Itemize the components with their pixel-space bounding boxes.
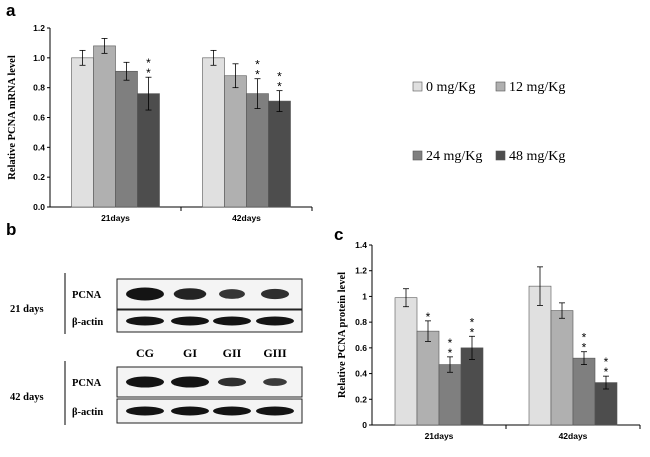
significance-mark: *	[255, 68, 260, 82]
y-tick-label: 0.6	[33, 113, 45, 123]
blot-band	[173, 288, 207, 300]
significance-mark: *	[146, 66, 151, 80]
blot-band	[219, 289, 245, 299]
category-label: 21days	[425, 431, 454, 441]
lane-label: CG	[136, 346, 154, 360]
blot-time-label: 21 days	[10, 304, 44, 315]
legend-label: 24 mg/Kg	[426, 149, 482, 164]
bar	[224, 75, 247, 208]
blot-row-label: β-actin	[72, 317, 103, 328]
significance-mark: *	[448, 346, 453, 360]
blot-band	[256, 316, 294, 326]
significance-mark: *	[146, 56, 151, 70]
legend-label: 12 mg/Kg	[509, 80, 565, 95]
y-tick-label: 1.2	[33, 23, 45, 33]
significance-mark: *	[255, 58, 260, 72]
y-tick-label: 0.6	[355, 343, 367, 353]
blot-band	[256, 406, 294, 416]
blot-band	[171, 406, 209, 416]
blot-band	[126, 287, 164, 301]
lane-label: GII	[223, 346, 242, 360]
bar	[550, 310, 574, 426]
significance-mark: *	[277, 70, 282, 84]
significance-mark: *	[582, 341, 587, 355]
blot-band	[213, 316, 251, 326]
chart-c-protein: 0 0.2 0.4 0.6 0.8 1 1.2 1.4 Relative PCNA protei…	[337, 240, 641, 441]
blot-band	[171, 316, 209, 326]
category-label: 42days	[232, 213, 261, 223]
western-blot: 21 days PCNA β-actin 42 days PCNA β-actin CG GI…	[10, 273, 303, 425]
blot-row-label: β-actin	[72, 407, 103, 418]
y-tick-label: 1	[362, 291, 367, 301]
bar	[268, 100, 291, 208]
y-axis-label: Relative PCNA mRNA level	[7, 55, 18, 180]
bar	[572, 357, 596, 426]
legend-swatch	[412, 81, 423, 92]
significance-mark: *	[604, 355, 609, 369]
blot-band	[260, 288, 290, 300]
panel-b-letter: b	[6, 220, 16, 239]
y-tick-label: 0.4	[355, 369, 367, 379]
lane-label: GIII	[263, 346, 287, 360]
y-tick-label: 1.2	[355, 266, 367, 276]
bar	[416, 330, 440, 426]
legend-swatch	[495, 81, 506, 92]
bar	[202, 57, 225, 208]
y-tick-label: 0.0	[33, 202, 45, 212]
y-tick-label: 0.2	[355, 394, 367, 404]
blot-row-label: PCNA	[72, 290, 102, 301]
bar	[528, 285, 552, 426]
significance-mark: *	[277, 80, 282, 94]
significance-mark: *	[582, 331, 587, 345]
blot-band	[126, 316, 164, 326]
significance-mark: *	[448, 336, 453, 350]
y-axis-label: Relative PCNA protein level	[337, 272, 348, 398]
significance-mark: *	[604, 365, 609, 379]
y-tick-label: 0	[362, 420, 367, 430]
bar	[71, 57, 94, 208]
blot-time-label: 42 days	[10, 392, 44, 403]
bar	[93, 45, 116, 208]
y-tick-label: 0.4	[33, 142, 45, 152]
lane-label: GI	[183, 346, 197, 360]
y-tick-label: 1.4	[355, 240, 367, 250]
y-tick-label: 0.8	[33, 83, 45, 93]
y-tick-label: 0.2	[33, 172, 45, 182]
bar	[115, 70, 138, 208]
legend-label: 48 mg/Kg	[509, 149, 565, 164]
blot-band	[263, 378, 287, 386]
significance-mark: *	[470, 315, 475, 329]
significance-mark: *	[470, 325, 475, 339]
blot-band	[171, 376, 209, 388]
significance-mark: *	[426, 310, 431, 324]
bar	[438, 364, 462, 426]
blot-band	[217, 377, 247, 387]
blot-band	[126, 376, 164, 388]
bar	[137, 93, 160, 208]
category-label: 42days	[559, 431, 588, 441]
bar	[246, 93, 269, 208]
chart-a-mrna: 0.0 0.2 0.4 0.6 0.8 1.0 1.2 Relative PCNA mRNA …	[7, 23, 313, 223]
blot-strip	[116, 309, 303, 333]
blot-band	[126, 406, 164, 416]
panel-a-letter: a	[6, 1, 16, 20]
legend-swatch	[412, 150, 423, 161]
category-label: 21days	[101, 213, 130, 223]
bar	[394, 297, 418, 426]
blot-row-label: PCNA	[72, 378, 102, 389]
y-tick-label: 1.0	[33, 53, 45, 63]
legend: 0 mg/Kg 12 mg/Kg 24 mg/Kg 48 mg/Kg	[412, 80, 565, 164]
blot-band	[213, 406, 251, 416]
legend-swatch	[495, 150, 506, 161]
panel-c-letter: c	[334, 225, 343, 244]
y-tick-label: 0.8	[355, 317, 367, 327]
legend-label: 0 mg/Kg	[426, 80, 475, 95]
